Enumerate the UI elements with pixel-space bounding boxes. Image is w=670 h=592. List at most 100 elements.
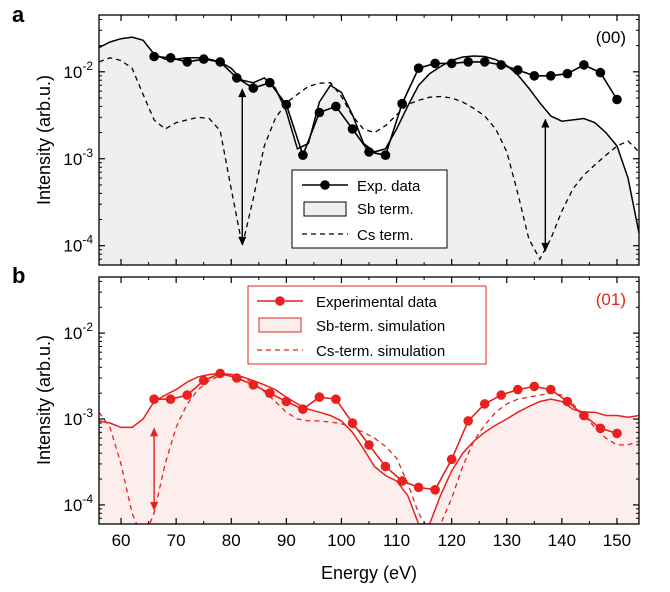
x-tick-label: 150 xyxy=(603,531,631,550)
data-point xyxy=(149,394,159,405)
legend-entry-exp-data: Exp. data xyxy=(357,178,421,195)
panel-b: b 10-4 10-3 10-2 60 70 80 90 100 110 120 130 140 15… xyxy=(12,263,640,583)
panel-b-annotation: (01) xyxy=(596,290,626,309)
legend-entry-cs-term: Cs term. xyxy=(357,227,414,244)
data-point xyxy=(331,101,341,112)
sb-term-simulation-fill-area xyxy=(99,373,639,524)
data-point xyxy=(562,396,573,407)
data-point xyxy=(397,98,407,109)
data-point xyxy=(198,375,209,386)
data-point xyxy=(562,68,573,79)
data-point xyxy=(380,150,391,160)
x-tick-label: 60 xyxy=(112,531,131,550)
y-tick-label: 10-2 xyxy=(63,320,93,343)
x-tick-label: 100 xyxy=(327,531,355,550)
data-point xyxy=(265,388,275,399)
x-tick-label: 90 xyxy=(277,531,296,550)
data-point xyxy=(331,394,341,405)
data-point xyxy=(513,384,523,395)
panel-b-y-axis-title: Intensity (arb.u.) xyxy=(34,335,54,465)
data-point xyxy=(513,65,523,75)
data-point xyxy=(463,416,474,426)
panel-b-legend: Experimental data Sb-term. simulation Cs… xyxy=(247,285,487,365)
data-point xyxy=(232,73,242,83)
data-point xyxy=(281,99,292,110)
data-point xyxy=(479,57,490,67)
data-point xyxy=(612,428,622,439)
data-point xyxy=(529,71,540,81)
x-axis-title: Energy (eV) xyxy=(321,563,417,583)
x-tick-label: 80 xyxy=(222,531,241,550)
panel-a-y-axis-title: Intensity (arb.u.) xyxy=(34,75,54,205)
panel-a-y-tick-labels: 10-4 10-3 10-2 xyxy=(63,59,93,256)
data-point xyxy=(413,63,424,73)
exp-data-markers xyxy=(149,51,622,160)
data-point xyxy=(165,53,176,63)
x-tick-label: 130 xyxy=(493,531,521,550)
data-point xyxy=(182,390,192,400)
y-tick-label: 10-4 xyxy=(63,233,93,256)
panel-b-x-tick-labels: 60 70 80 90 100 110 120 130 140 150 xyxy=(112,531,632,550)
data-point xyxy=(364,147,374,157)
data-point xyxy=(198,54,209,64)
data-point xyxy=(364,440,374,450)
data-point xyxy=(430,58,440,69)
legend-entry-sb-term-simulation: Sb-term. simulation xyxy=(316,318,445,335)
x-tick-label: 140 xyxy=(548,531,576,550)
data-point xyxy=(314,107,325,118)
data-point xyxy=(248,83,259,93)
data-point xyxy=(496,390,507,400)
data-point xyxy=(215,57,225,67)
y-tick-label: 10-2 xyxy=(63,59,93,82)
data-point xyxy=(298,150,308,160)
sb-term-simulation-line xyxy=(99,372,639,524)
legend-entry-experimental-data: Experimental data xyxy=(316,294,438,311)
data-point xyxy=(496,60,507,70)
double-arrow xyxy=(238,88,247,246)
panel-a-letter: a xyxy=(12,2,25,27)
panel-a-legend: Exp. data Sb term. Cs term. xyxy=(291,169,448,249)
data-point xyxy=(347,418,358,428)
data-point xyxy=(182,57,192,67)
data-point xyxy=(380,461,391,472)
data-point xyxy=(479,399,490,409)
double-arrow xyxy=(541,118,550,252)
experimental-data-markers xyxy=(149,368,622,495)
data-point xyxy=(413,482,424,493)
data-point xyxy=(232,373,242,383)
data-point xyxy=(265,77,275,88)
y-tick-label: 10-4 xyxy=(63,492,93,515)
panel-a: a 10-4 10-3 10-2 (00) Intensity (arb.u.) E… xyxy=(12,2,640,266)
y-tick-label: 10-3 xyxy=(63,406,93,429)
data-point xyxy=(579,410,589,421)
data-point xyxy=(314,392,325,402)
data-point xyxy=(612,94,622,105)
data-point xyxy=(248,380,259,390)
double-arrow xyxy=(150,427,159,512)
data-point xyxy=(397,476,407,486)
x-tick-label: 120 xyxy=(437,531,465,550)
data-point xyxy=(165,394,176,405)
data-point xyxy=(529,381,540,392)
data-point xyxy=(595,423,606,434)
y-tick-label: 10-3 xyxy=(63,146,93,169)
panel-b-y-tick-labels: 10-4 10-3 10-2 xyxy=(63,320,93,515)
panel-a-ticks xyxy=(99,15,639,266)
data-point xyxy=(579,60,589,70)
data-point xyxy=(595,67,606,78)
data-point xyxy=(546,71,556,81)
data-point xyxy=(281,396,292,407)
data-point xyxy=(149,51,159,62)
data-point xyxy=(215,368,225,379)
data-point xyxy=(298,404,308,415)
panel-b-letter: b xyxy=(12,263,25,288)
legend-entry-cs-term-simulation: Cs-term. simulation xyxy=(316,343,445,360)
data-point xyxy=(446,454,457,465)
panel-a-arrows xyxy=(238,88,550,252)
panel-a-annotation: (00) xyxy=(596,28,626,47)
legend-entry-sb-term: Sb term. xyxy=(357,201,414,218)
data-point xyxy=(446,58,457,69)
data-point xyxy=(546,384,556,395)
x-tick-label: 110 xyxy=(383,531,410,550)
